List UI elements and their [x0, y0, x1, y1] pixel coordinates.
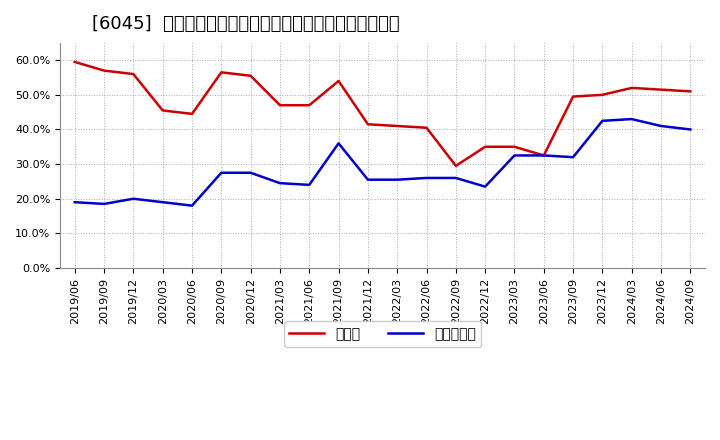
現預金 [158, 108, 167, 113]
有利子負債 [422, 175, 431, 180]
Line: 現預金: 現預金 [75, 62, 690, 166]
Legend: 現預金, 有利子負債: 現預金, 有利子負債 [284, 322, 482, 347]
現預金 [217, 70, 225, 75]
有利子負債 [71, 200, 79, 205]
現預金 [100, 68, 109, 73]
有利子負債 [481, 184, 490, 189]
Text: [6045]  現預金、有利子負債の総資産に対する比率の推移: [6045] 現預金、有利子負債の総資産に対する比率の推移 [92, 15, 400, 33]
現預金 [657, 87, 665, 92]
現預金 [451, 163, 460, 169]
現預金 [364, 121, 372, 127]
有利子負債 [657, 123, 665, 128]
有利子負債 [305, 182, 314, 187]
現預金 [129, 71, 138, 77]
有利子負債 [510, 153, 519, 158]
有利子負債 [393, 177, 402, 182]
現預金 [539, 153, 548, 158]
現預金 [422, 125, 431, 130]
現預金 [481, 144, 490, 150]
現預金 [334, 78, 343, 84]
有利子負債 [217, 170, 225, 176]
現預金 [188, 111, 197, 117]
有利子負債 [129, 196, 138, 202]
現預金 [246, 73, 255, 78]
有利子負債 [158, 200, 167, 205]
現預金 [71, 59, 79, 65]
有利子負債 [246, 170, 255, 176]
現預金 [305, 103, 314, 108]
有利子負債 [569, 154, 577, 160]
Line: 有利子負債: 有利子負債 [75, 119, 690, 205]
有利子負債 [627, 117, 636, 122]
現預金 [598, 92, 607, 98]
有利子負債 [100, 201, 109, 206]
現預金 [627, 85, 636, 91]
有利子負債 [539, 153, 548, 158]
有利子負債 [451, 175, 460, 180]
有利子負債 [686, 127, 695, 132]
現預金 [276, 103, 284, 108]
有利子負債 [598, 118, 607, 124]
有利子負債 [364, 177, 372, 182]
現預金 [686, 89, 695, 94]
現預金 [393, 123, 402, 128]
有利子負債 [188, 203, 197, 208]
有利子負債 [334, 141, 343, 146]
現預金 [510, 144, 519, 150]
有利子負債 [276, 180, 284, 186]
現預金 [569, 94, 577, 99]
